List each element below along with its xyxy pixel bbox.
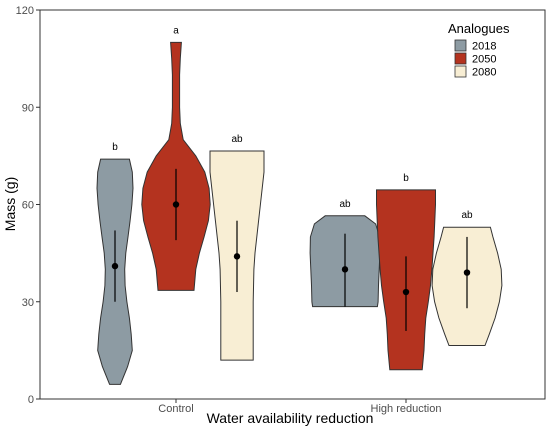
x-axis-title: Water availability reduction [207, 410, 374, 426]
mean-point [403, 289, 409, 295]
mean-point [464, 269, 470, 275]
mean-point [234, 253, 240, 259]
significance-letter: ab [339, 199, 351, 210]
y-tick-label: 120 [16, 5, 34, 17]
x-tick-label: Control [158, 403, 193, 415]
y-axis-title: Mass (g) [2, 177, 18, 231]
legend-label-2050: 2050 [472, 54, 496, 66]
mean-point [112, 263, 118, 269]
legend-swatch-2018 [455, 40, 466, 51]
y-tick-label: 60 [22, 200, 34, 212]
legend-title: Analogues [448, 21, 510, 36]
y-axis: 0 30 60 90 120 [16, 5, 40, 406]
significance-letter: ab [461, 210, 473, 221]
x-tick-label: High reduction [371, 403, 442, 415]
legend-label-2080: 2080 [472, 67, 496, 79]
significance-letter: b [403, 173, 409, 184]
violin-2050-0 [142, 42, 210, 290]
significance-letter: ab [231, 134, 243, 145]
mean-point [342, 266, 348, 272]
mean-point [173, 201, 179, 207]
y-tick-label: 30 [22, 297, 34, 309]
y-tick-label: 0 [28, 394, 34, 406]
legend-swatch-2080 [455, 66, 466, 77]
significance-letter: b [112, 142, 118, 153]
significance-letter: a [173, 25, 179, 36]
legend-swatch-2050 [455, 53, 466, 64]
legend-label-2018: 2018 [472, 41, 496, 53]
y-tick-label: 90 [22, 102, 34, 114]
